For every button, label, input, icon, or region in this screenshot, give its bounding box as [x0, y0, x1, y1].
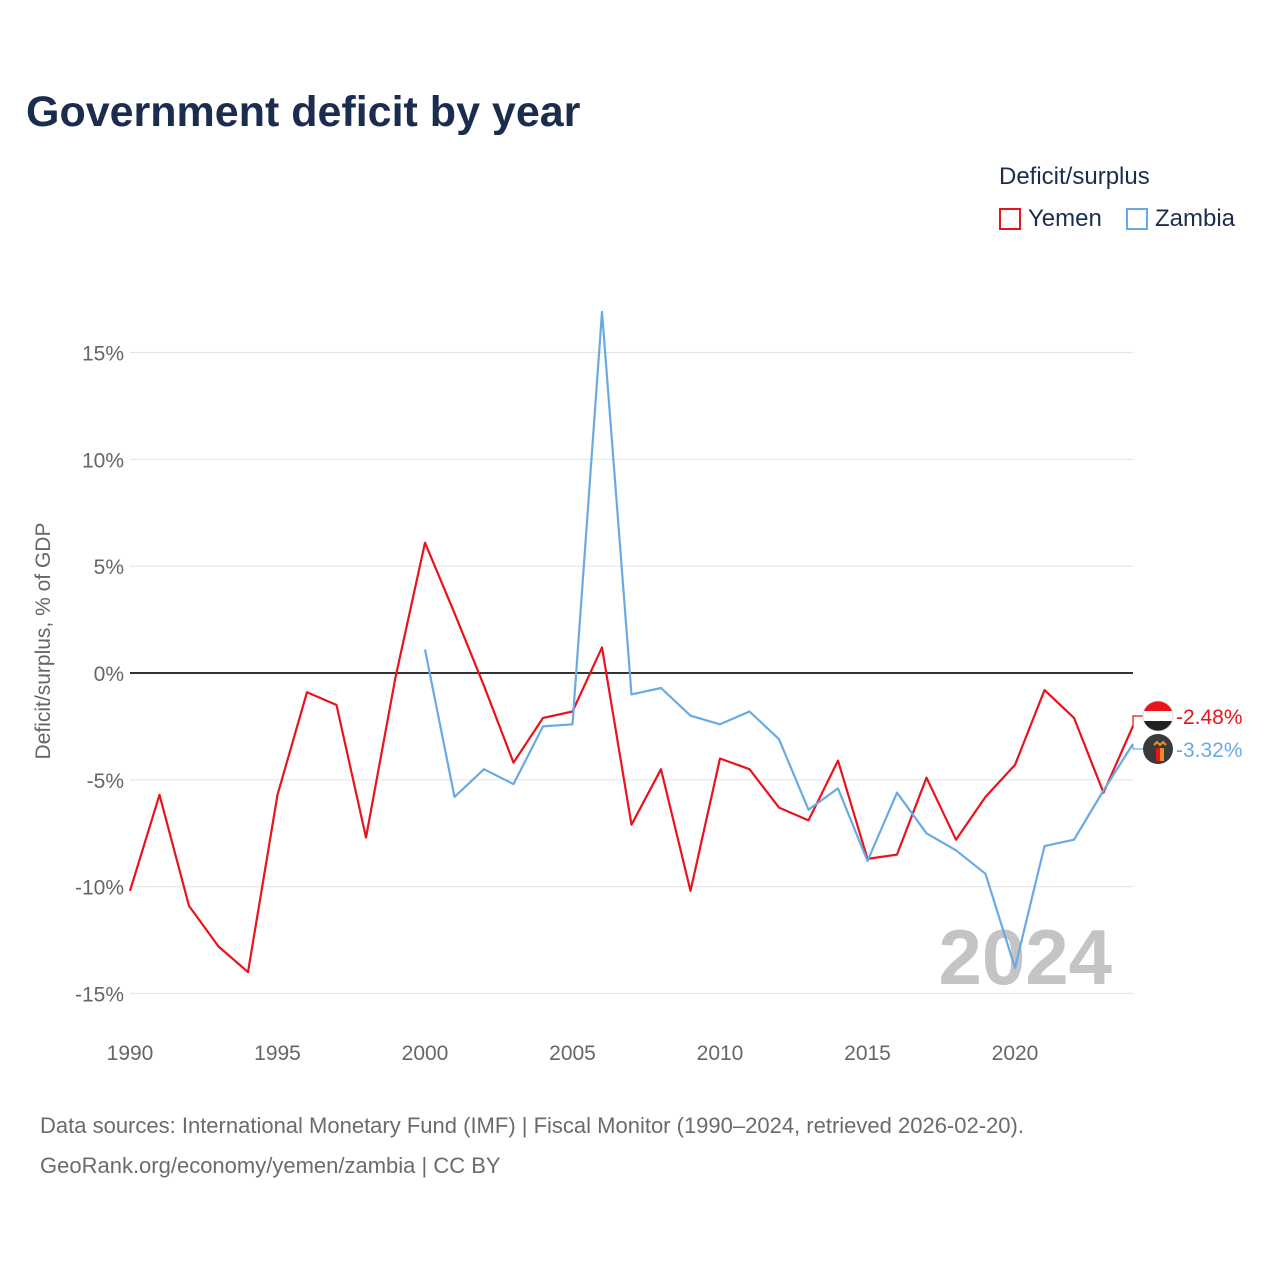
flag-yemen-black-band [1144, 721, 1172, 731]
y-tick-label: -15% [75, 984, 124, 1007]
x-tick-label: 2010 [697, 1042, 744, 1065]
y-tick-label: -10% [75, 877, 124, 900]
legend-item-zambia[interactable]: Zambia [1126, 205, 1235, 233]
x-tick-label: 2020 [992, 1042, 1039, 1065]
y-tick-label: -5% [87, 770, 124, 793]
legend-label-zambia: Zambia [1155, 205, 1236, 232]
y-tick-label: 5% [94, 556, 124, 579]
series-line-yemen[interactable] [128, 541, 1135, 974]
chart-title: Government deficit by year [26, 88, 581, 136]
end-label-yemen: -2.48% [1176, 706, 1243, 729]
flag-zambia-red-stripe [1156, 748, 1160, 761]
end-label-leader-yemen [1132, 715, 1145, 726]
legend-swatch-yemen [999, 208, 1021, 230]
legend-title: Deficit/surplus [999, 163, 1150, 190]
flag-zambia-orange-stripe [1160, 748, 1164, 761]
legend-swatch-zambia [1126, 208, 1148, 230]
gridlines [130, 351, 1133, 995]
x-tick-label: 1990 [107, 1042, 154, 1065]
end-label-leader-zambia [1132, 743, 1145, 750]
y-tick-label: 0% [94, 663, 124, 686]
legend-item-yemen[interactable]: Yemen [999, 205, 1102, 233]
x-axis-ticks: 1990 1995 2000 2005 2010 2015 2020 [107, 1042, 1039, 1065]
line-chart: 15% 10% 5% 0% -5% -10% -15% 1990 1995 2000 2005 20… [32, 310, 1243, 1065]
series-lines [128, 310, 1135, 974]
flag-yemen-red-band [1144, 701, 1172, 711]
y-tick-label: 10% [82, 449, 124, 472]
source-line-2[interactable]: GeoRank.org/economy/yemen/zambia | CC BY [40, 1153, 501, 1178]
source-note: Data sources: International Monetary Fun… [40, 1106, 1024, 1186]
y-axis-title: Deficit/surplus, % of GDP [32, 523, 55, 760]
y-axis-ticks: 15% 10% 5% 0% -5% -10% -15% [75, 343, 124, 1007]
x-tick-label: 2015 [844, 1042, 891, 1065]
x-tick-label: 1995 [254, 1042, 301, 1065]
y-tick-label: 15% [82, 343, 124, 366]
x-tick-label: 2005 [549, 1042, 596, 1065]
legend-label-yemen: Yemen [1028, 205, 1102, 232]
flag-zambia-eagle [1153, 740, 1167, 747]
x-tick-label: 2000 [402, 1042, 449, 1065]
series-line-zambia[interactable] [423, 310, 1134, 970]
end-markers: -2.48% -3.32% [1132, 700, 1243, 764]
source-line-1: Data sources: International Monetary Fun… [40, 1113, 1024, 1138]
end-label-zambia: -3.32% [1176, 739, 1243, 762]
